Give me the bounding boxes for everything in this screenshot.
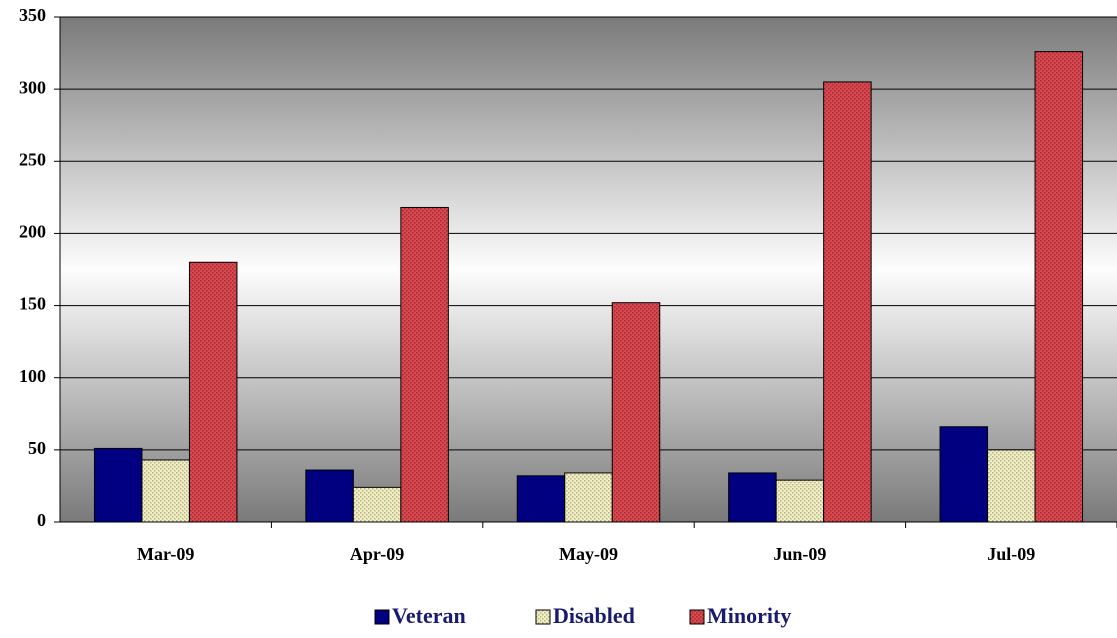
bar — [1034, 51, 1084, 523]
legend-label: Veteran — [392, 603, 466, 628]
bar — [141, 459, 190, 523]
y-tick-label: 50 — [28, 438, 46, 458]
legend-swatch — [374, 609, 390, 625]
x-tick-label: Jun-09 — [773, 544, 826, 564]
bar — [188, 261, 238, 523]
legend-label: Minority — [707, 603, 791, 628]
bar — [352, 486, 402, 523]
y-tick-label: 250 — [19, 149, 46, 169]
bar — [728, 472, 777, 523]
y-tick-label: 0 — [37, 510, 46, 530]
legend-swatch — [689, 609, 705, 625]
x-tick-label: Mar-09 — [137, 544, 194, 564]
bar — [939, 426, 989, 523]
bar — [775, 479, 825, 523]
bar — [305, 469, 354, 523]
bar — [516, 475, 566, 523]
y-tick-label: 100 — [19, 366, 46, 386]
bar — [93, 447, 143, 523]
bar — [564, 472, 613, 523]
y-tick-label: 150 — [19, 294, 46, 314]
bar — [823, 81, 872, 523]
y-tick-label: 300 — [19, 77, 46, 97]
x-tick-label: May-09 — [559, 544, 618, 564]
legend-label: Disabled — [553, 603, 635, 628]
x-tick-label: Apr-09 — [350, 544, 404, 564]
bar — [400, 206, 449, 523]
bar — [611, 302, 661, 523]
y-tick-label: 200 — [19, 222, 46, 242]
legend-swatch — [535, 609, 551, 625]
y-tick-label: 350 — [19, 5, 46, 25]
bar — [987, 449, 1036, 523]
x-tick-label: Jul-09 — [987, 544, 1035, 564]
